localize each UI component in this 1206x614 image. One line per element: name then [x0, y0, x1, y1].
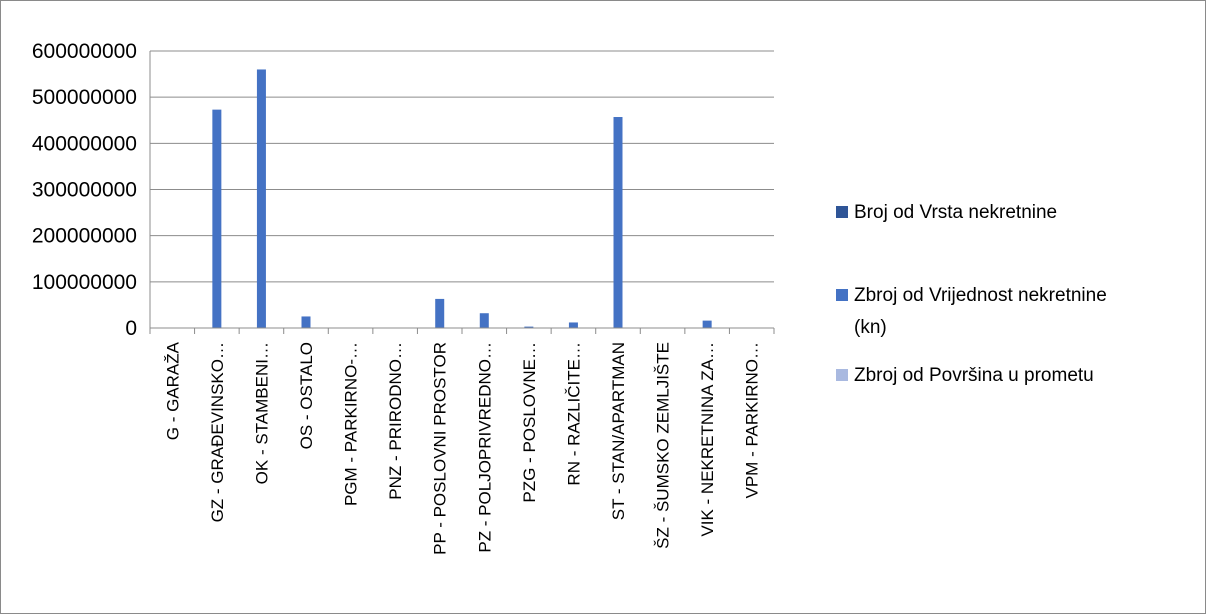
bar-series2-7: [435, 298, 445, 328]
x-tick-label: RN - RAZLIČITE…: [564, 342, 583, 486]
legend-label: (kn): [854, 317, 887, 338]
x-tick-label: PNZ - PRIRODNO…: [386, 342, 405, 500]
y-tick-label: 100000000: [32, 271, 137, 294]
bar-series2-11: [613, 117, 623, 328]
x-tick-label: G - GARAŽA: [163, 341, 182, 440]
bar-series2-9: [524, 326, 534, 328]
legend-swatch: [836, 206, 848, 218]
y-tick-label: 600000000: [32, 40, 137, 63]
y-tick-label: 300000000: [32, 179, 137, 202]
y-tick-label: 0: [125, 317, 137, 340]
y-tick-label: 400000000: [32, 132, 137, 155]
x-tick-label: ŠZ - ŠUMSKO ZEMLJIŠTE: [654, 342, 673, 549]
x-tick-labels: G - GARAŽA GZ - GRAĐEVINSKO… OK - STAMBENI…: [163, 341, 761, 555]
bars: [167, 69, 766, 328]
x-tick-label: VPM - PARKIRNO…: [743, 342, 762, 498]
bar-series2-4: [301, 316, 311, 328]
legend: Broj od Vrsta nekretnine Zbroj od Vrijedn…: [836, 202, 1107, 386]
legend-label: Zbroj od Površina u prometu: [854, 365, 1094, 386]
x-tick-label: PZ - POLJOPRIVREDNO…: [475, 342, 494, 553]
axes: [149, 51, 775, 334]
x-tick-label: OK - STAMBENI…: [252, 342, 271, 484]
x-tick-label: VIK - NEKRETNINA ZA…: [698, 342, 717, 537]
legend-swatch: [836, 289, 848, 301]
legend-label: Zbroj od Vrijednost nekretnine: [854, 285, 1107, 306]
x-tick-label: ST - STAN/APARTMAN: [609, 342, 628, 520]
legend-label: Broj od Vrsta nekretnine: [854, 202, 1057, 223]
bar-series2-10: [568, 322, 578, 328]
y-tick-label: 200000000: [32, 225, 137, 248]
x-tick-label: PP - POSLOVNI PROSTOR: [431, 342, 450, 555]
x-tick-label: OS - OSTALO: [297, 342, 316, 449]
bar-series2-8: [479, 313, 489, 328]
x-tick-label: GZ - GRAĐEVINSKO…: [208, 342, 227, 522]
gridlines: [150, 50, 774, 283]
x-tick-label: PGM - PARKIRNO-…: [342, 342, 361, 506]
y-tick-labels: 0 100000000 200000000 300000000 400000000 500…: [32, 40, 137, 340]
bar-series2-13: [702, 320, 712, 328]
bar-series2-2: [212, 109, 222, 328]
x-tick-label: PZG - POSLOVNE…: [520, 342, 539, 503]
bar-series2-3: [256, 69, 266, 328]
y-tick-label: 500000000: [32, 86, 137, 109]
legend-swatch: [836, 369, 848, 381]
